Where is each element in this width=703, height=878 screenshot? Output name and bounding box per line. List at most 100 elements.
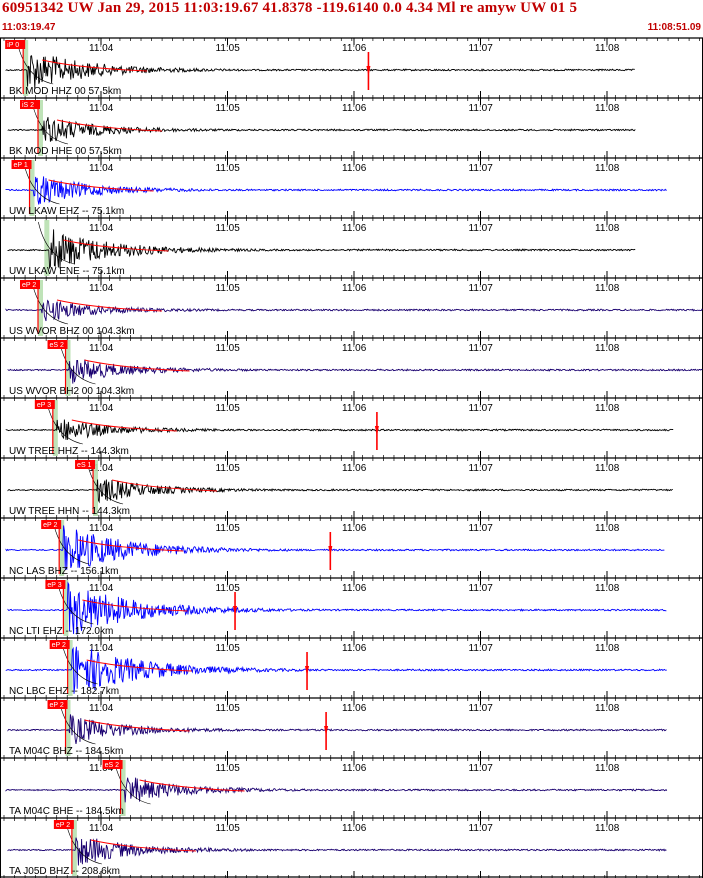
amplitude-marker-head bbox=[328, 546, 333, 556]
phase-pick-box[interactable] bbox=[53, 820, 74, 829]
time-tick-label: 11:05 bbox=[216, 283, 241, 294]
trace-label: UW TREE HHN -- 144.3km bbox=[9, 506, 130, 517]
predicted-arrival-band bbox=[67, 640, 73, 696]
coda-fit-line bbox=[63, 239, 169, 252]
coda-fit-line bbox=[78, 539, 184, 552]
coda-fit-line bbox=[84, 359, 190, 372]
event-title: 60951342 UW Jan 29, 2015 11:03:19.67 41.… bbox=[2, 0, 578, 16]
coda-fit-line bbox=[82, 599, 188, 612]
time-tick-label: 11:06 bbox=[342, 283, 367, 294]
trace-label: TA J05D BHZ -- 208.6km bbox=[9, 866, 120, 877]
time-tick-label: 11:06 bbox=[342, 43, 367, 54]
phase-pick-label: eP 1 bbox=[14, 162, 28, 169]
coda-fit-line bbox=[84, 719, 190, 732]
coda-fit-line bbox=[86, 659, 192, 672]
trace-panel: 11:04 11:05 11:06 11:07 11:08 eP 2 US WVOR BHZ… bbox=[0, 277, 703, 338]
trace-label: NC LTI EHZ -- 172.0km bbox=[9, 626, 113, 637]
time-tick-label: 11:08 bbox=[595, 103, 620, 114]
phase-pick-box[interactable] bbox=[5, 40, 26, 49]
phase-pick-box[interactable] bbox=[49, 640, 70, 649]
time-tick-label: 11:08 bbox=[595, 463, 620, 474]
phase-pick-label: eP 2 bbox=[56, 822, 70, 829]
time-tick-label: 11:08 bbox=[595, 43, 620, 54]
time-tick-label: 11:04 bbox=[89, 403, 114, 414]
trace-panel: 11:04 11:05 11:06 11:07 11:08 eP 2 TA M04C BHZ… bbox=[0, 697, 703, 758]
predicted-arrival-band bbox=[65, 700, 71, 756]
waveform-trace bbox=[7, 116, 636, 142]
trace-panel: 11:04 11:05 11:06 11:07 11:08 eS 2 US WVOR BH2… bbox=[0, 337, 703, 398]
time-tick-label: 11:06 bbox=[342, 823, 367, 834]
trace-panel: 11:04 11:05 11:06 11:07 11:08 eP 3 UW TREE HHZ… bbox=[0, 397, 703, 458]
time-tick-label: 11:07 bbox=[469, 763, 494, 774]
waveform-trace bbox=[7, 714, 667, 744]
phase-pick-box[interactable] bbox=[75, 460, 96, 469]
phase-pick-box[interactable] bbox=[11, 160, 32, 169]
phase-pick-box[interactable] bbox=[41, 520, 62, 529]
time-tick-label: 11:06 bbox=[342, 163, 367, 174]
time-tick-label: 11:06 bbox=[342, 343, 367, 354]
waveform-trace bbox=[7, 359, 703, 384]
predicted-arrival-band bbox=[37, 280, 43, 336]
time-tick-label: 11:05 bbox=[216, 343, 241, 354]
coda-fit-line bbox=[111, 479, 218, 492]
time-tick-label: 11:04 bbox=[89, 823, 114, 834]
predicted-arrival-band bbox=[63, 580, 69, 636]
time-tick-label: 11:04 bbox=[89, 523, 114, 534]
time-tick-label: 11:08 bbox=[595, 223, 620, 234]
time-tick-label: 11:07 bbox=[469, 343, 494, 354]
time-tick-label: 11:05 bbox=[216, 463, 241, 474]
phase-pick-box[interactable] bbox=[47, 700, 68, 709]
phase-pick-label: iP 0 bbox=[7, 42, 19, 49]
phase-pick-label: iS 2 bbox=[22, 102, 34, 109]
time-tick-label: 11:05 bbox=[216, 763, 241, 774]
time-tick-label: 11:04 bbox=[89, 463, 114, 474]
time-tick-label: 11:06 bbox=[342, 223, 367, 234]
phase-pick-box[interactable] bbox=[19, 100, 40, 109]
phase-pick-label: eP 2 bbox=[50, 702, 64, 709]
time-tick-label: 11:06 bbox=[342, 763, 367, 774]
time-tick-label: 11:07 bbox=[469, 403, 494, 414]
time-tick-label: 11:04 bbox=[89, 163, 114, 174]
predicted-arrival-band bbox=[65, 340, 71, 396]
trace-panel: 11:04 11:05 11:06 11:07 11:08 eP 2 NC LAS BHZ … bbox=[0, 517, 703, 578]
trace-label: BK MOD HHE 00 57.5km bbox=[9, 146, 122, 157]
trace-label: BK MOD HHZ 00 57.5km bbox=[9, 86, 121, 97]
time-tick-label: 11:08 bbox=[595, 823, 620, 834]
waveform-trace bbox=[7, 837, 667, 866]
amplitude-marker-head bbox=[324, 726, 329, 736]
phase-pick-label: eP 3 bbox=[37, 402, 51, 409]
time-tick-label: 11:04 bbox=[89, 583, 114, 594]
trace-panel: 11:04 11:05 11:06 11:07 11:08 eP 1 UW LKAW EHZ… bbox=[0, 157, 703, 218]
phase-pick-box[interactable] bbox=[45, 580, 66, 589]
waveform-trace bbox=[7, 479, 673, 504]
time-tick-label: 11:07 bbox=[469, 523, 494, 534]
time-tick-label: 11:04 bbox=[89, 643, 114, 654]
phase-pick-box[interactable] bbox=[19, 280, 40, 289]
time-tick-label: 11:05 bbox=[216, 223, 241, 234]
time-tick-label: 11:08 bbox=[595, 403, 620, 414]
time-tick-label: 11:06 bbox=[342, 103, 367, 114]
waveform-trace bbox=[5, 55, 635, 89]
time-tick-label: 11:08 bbox=[595, 343, 620, 354]
phase-pick-label: eS 1 bbox=[77, 462, 92, 469]
trace-label: US WVOR BH2 00 104.3km bbox=[9, 386, 134, 397]
waveform-trace bbox=[5, 777, 668, 803]
coda-fit-line bbox=[56, 119, 163, 132]
time-tick-label: 11:07 bbox=[469, 643, 494, 654]
time-tick-label: 11:05 bbox=[216, 103, 241, 114]
phase-pick-box[interactable] bbox=[47, 340, 68, 349]
coda-fit-line bbox=[48, 179, 154, 192]
trace-panel: 11:04 11:05 11:06 11:07 11:08 iS 2 BK MOD HHE … bbox=[0, 97, 703, 158]
time-tick-label: 11:07 bbox=[469, 463, 494, 474]
time-tick-label: 11:04 bbox=[89, 103, 114, 114]
waveform-trace bbox=[5, 525, 665, 570]
phase-pick-box[interactable] bbox=[34, 400, 55, 409]
trace-label: TA M04C BHE -- 184.5km bbox=[9, 806, 124, 817]
phase-pick-box[interactable] bbox=[102, 760, 123, 769]
time-tick-label: 11:05 bbox=[216, 823, 241, 834]
time-tick-label: 11:07 bbox=[469, 43, 494, 54]
time-tick-label: 11:08 bbox=[595, 703, 620, 714]
trace-label: UW TREE HHZ -- 144.3km bbox=[9, 446, 129, 457]
time-tick-label: 11:07 bbox=[469, 163, 494, 174]
